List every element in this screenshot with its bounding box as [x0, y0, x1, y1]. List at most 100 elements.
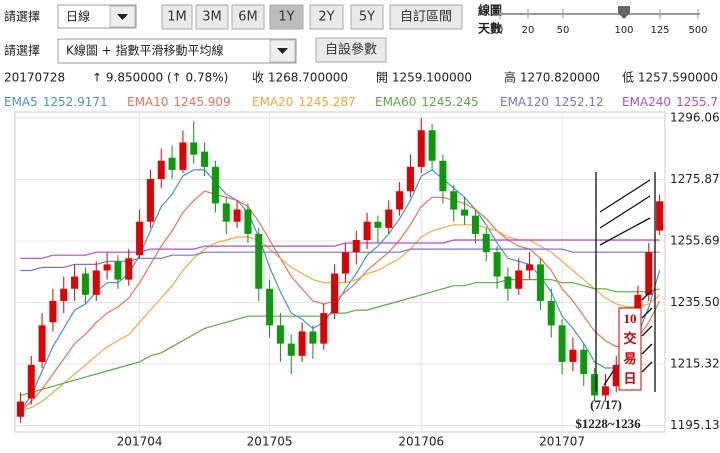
candle-body [211, 166, 219, 204]
slider-label: 125 [650, 25, 669, 36]
slider-label: 50 [557, 25, 570, 36]
button-label: 6M [238, 10, 258, 25]
button-face [161, 4, 193, 30]
legend-entry: EMA10 1245.909 [127, 95, 231, 109]
settings-label: 自設參數 [325, 42, 377, 58]
candle-body [461, 209, 469, 216]
range-button[interactable]: 6M [231, 4, 265, 30]
legend-name: EMA20 [252, 95, 293, 109]
candle-body [493, 252, 501, 277]
info-close: 收 1268.700000 [252, 71, 348, 85]
annotation-range: $1228~1236 [575, 416, 641, 431]
slider-handle[interactable] [618, 6, 630, 19]
annotation-box [618, 307, 642, 391]
button-label: 1M [167, 10, 187, 25]
plot-frame [14, 111, 666, 433]
candle-body [612, 364, 620, 387]
button-face [231, 4, 265, 30]
candle-body [504, 276, 512, 289]
annotation-days: 易 [623, 351, 636, 366]
annotation-days: 交 [623, 331, 636, 346]
button-label: 1Y [278, 10, 294, 25]
candle-body [287, 343, 295, 356]
candle-body [309, 331, 317, 344]
candle-body [396, 191, 404, 210]
candle-body [276, 325, 284, 344]
slider-label: 20 [522, 25, 535, 36]
candle-body [428, 130, 436, 161]
candle-body [114, 261, 122, 280]
x-tick-label: 201704 [117, 435, 163, 449]
annotation-days: 10 [624, 311, 637, 326]
settings-button[interactable]: 自設參數 [315, 37, 387, 63]
legend-value: 1245.245 [421, 95, 478, 109]
y-tick-label: 1195.13 [670, 418, 720, 432]
range-button[interactable]: 1Y [269, 4, 304, 30]
ema-line [20, 190, 661, 412]
candle-body [92, 270, 100, 295]
legend-value: 1252.12 [554, 95, 604, 109]
candle-body [439, 160, 447, 192]
candle-body [547, 300, 555, 326]
candle-body [406, 166, 414, 192]
candle-body [103, 264, 111, 271]
candle-body [601, 386, 609, 396]
legend-name: EMA5 [4, 95, 38, 109]
legend-name: EMA120 [500, 95, 549, 109]
candle-body [60, 288, 68, 301]
legend-name: EMA60 [375, 95, 416, 109]
candle-body [244, 209, 252, 234]
candle-body [536, 264, 544, 301]
info-date: 20170728 [4, 71, 65, 85]
button-label: 5Y [359, 10, 375, 25]
button-face [195, 4, 229, 30]
info-high: 高 1270.820000 [504, 70, 600, 85]
candle-body [233, 209, 241, 222]
info-open: 開 1259.100000 [376, 71, 472, 85]
legend-entry: EMA60 1245.245 [375, 95, 479, 109]
button-label: 3M [202, 10, 222, 25]
annotation-days: 日 [623, 371, 636, 386]
y-tick-label: 1296.06 [670, 110, 720, 124]
y-tick-label: 1275.87 [670, 172, 720, 186]
chart-kind-value: K線圖 + 指數平滑移動平均線 [66, 43, 224, 58]
candle-body [580, 349, 588, 375]
period-value: 日線 [66, 9, 90, 24]
candle-body [515, 270, 523, 289]
ema-line [20, 224, 660, 412]
candle-body [374, 221, 382, 228]
period-dropdown[interactable]: 日線 [57, 4, 137, 29]
button-label: 自訂區間 [400, 9, 452, 25]
candle-body [526, 264, 534, 271]
candle-body [157, 160, 165, 180]
range-button[interactable]: 3M [195, 4, 229, 30]
info-low: 低 1257.590000 [622, 71, 718, 85]
candle-body [591, 374, 599, 396]
legend-entry: EMA120 1252.12 [500, 95, 604, 109]
legend-value: 1252.9171 [43, 95, 108, 109]
range-button[interactable]: 自訂區間 [389, 4, 463, 30]
candle-body [320, 313, 328, 344]
candle-body [49, 300, 57, 323]
candle-body [450, 191, 458, 210]
button-face [309, 4, 344, 30]
legend-name: EMA240 [622, 95, 671, 109]
legend-entry: EMA20 1245.287 [252, 95, 356, 109]
candle-body [266, 288, 274, 326]
legend-entry: EMA240 1255.7 [622, 95, 718, 109]
range-button[interactable]: 2Y [309, 4, 344, 30]
y-tick-label: 1255.69 [670, 233, 720, 247]
candle-body [81, 273, 89, 295]
candle-body [255, 233, 263, 289]
ema-line [20, 239, 660, 259]
candle-body [146, 179, 154, 222]
candle-body [656, 201, 664, 231]
chart-kind-dropdown[interactable]: K線圖 + 指數平滑移動平均線 [57, 38, 297, 64]
legend-entry: EMA5 1252.9171 [4, 95, 108, 109]
range-button[interactable]: 1M [161, 4, 193, 30]
candle-body [136, 221, 144, 256]
range-button[interactable]: 5Y [350, 4, 384, 30]
candle-body [331, 273, 339, 314]
slider-label: 500 [688, 25, 707, 36]
select-label: 請選擇 [4, 9, 40, 24]
